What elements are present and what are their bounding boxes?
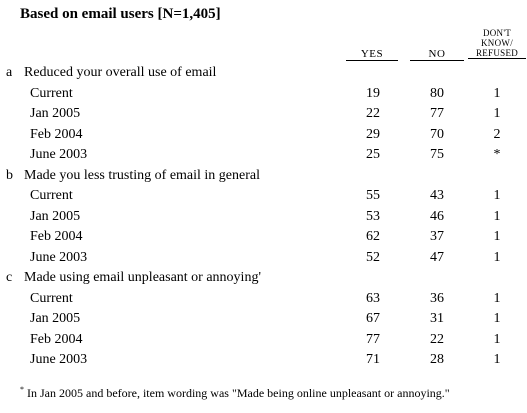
table-row: June 2003 25 75 *	[0, 145, 527, 166]
no-value: 37	[430, 229, 444, 244]
footnote-marker: *	[20, 385, 24, 394]
no-value: 28	[430, 352, 444, 367]
page-title: Based on email users [N=1,405]	[20, 6, 221, 22]
row-label: Current	[30, 85, 73, 101]
table-row: Current 63 36 1	[0, 289, 527, 310]
no-value: 77	[430, 106, 444, 121]
dont-know-value: 1	[493, 352, 501, 367]
no-value: 31	[430, 311, 444, 326]
yes-value: 25	[366, 147, 380, 162]
dont-know-value: 1	[493, 311, 501, 326]
column-header-no: NO	[410, 48, 464, 61]
row-label: Feb 2004	[30, 126, 83, 142]
question-text: Made you less trusting of email in gener…	[24, 167, 260, 183]
dont-know-value: 1	[493, 331, 501, 347]
yes-value: 77	[366, 331, 380, 347]
yes-value: 55	[366, 188, 380, 203]
table-row: Jan 2005 67 31 1	[0, 309, 527, 330]
no-value: 80	[430, 85, 444, 101]
footnote: * In Jan 2005 and before, item wording w…	[20, 385, 450, 401]
table-row: Feb 2004 29 70 2	[0, 125, 527, 146]
column-header-dont-know-line1: DON'T	[482, 28, 512, 38]
dont-know-value: 1	[493, 290, 501, 306]
question-letter: a	[6, 65, 13, 80]
row-label: Jan 2005	[30, 106, 81, 121]
row-label: June 2003	[30, 249, 88, 265]
column-header-dont-know-line2: KNOW/	[481, 38, 513, 48]
no-value: 75	[430, 147, 444, 162]
dont-know-value: 1	[493, 106, 501, 121]
table-row: Feb 2004 62 37 1	[0, 227, 527, 248]
column-header-yes: YES	[346, 48, 398, 61]
no-value: 46	[430, 208, 444, 224]
results-table: a Reduced your overall use of email Curr…	[0, 63, 527, 371]
column-header-dont-know-line3: REFUSED	[468, 48, 526, 59]
row-label: Jan 2005	[30, 311, 81, 326]
row-label: Current	[30, 188, 73, 203]
no-value: 36	[430, 290, 444, 306]
row-label: Current	[30, 290, 73, 306]
question-letter: c	[6, 270, 13, 285]
row-label: Jan 2005	[30, 208, 81, 224]
yes-value: 22	[366, 106, 380, 121]
yes-value: 19	[366, 85, 380, 101]
yes-value: 62	[366, 229, 380, 244]
table-row: Feb 2004 77 22 1	[0, 330, 527, 351]
table-row: Jan 2005 22 77 1	[0, 104, 527, 125]
yes-value: 53	[366, 208, 380, 224]
footnote-text: In Jan 2005 and before, item wording was…	[27, 386, 450, 400]
row-label: June 2003	[30, 147, 88, 162]
question-text: Made using email unpleasant or annoying'	[24, 270, 261, 285]
yes-value: 52	[366, 249, 380, 265]
table-row: Current 55 43 1	[0, 186, 527, 207]
no-value: 70	[430, 126, 444, 142]
table-row: Jan 2005 53 46 1	[0, 207, 527, 228]
yes-value: 63	[366, 290, 380, 306]
dont-know-value: *	[493, 147, 501, 162]
table-row: June 2003 52 47 1	[0, 248, 527, 269]
table-row: June 2003 71 28 1	[0, 350, 527, 371]
no-value: 43	[430, 188, 444, 203]
question-row: a Reduced your overall use of email	[0, 63, 527, 84]
row-label: June 2003	[30, 352, 88, 367]
table-row: Current 19 80 1	[0, 84, 527, 105]
dont-know-value: 1	[493, 208, 501, 224]
yes-value: 67	[366, 311, 380, 326]
question-row: c Made using email unpleasant or annoyin…	[0, 268, 527, 289]
dont-know-value: 2	[493, 126, 501, 142]
dont-know-value: 1	[493, 85, 501, 101]
row-label: Feb 2004	[30, 331, 83, 347]
no-value: 47	[430, 249, 444, 265]
question-letter: b	[6, 167, 13, 183]
dont-know-value: 1	[493, 188, 501, 203]
column-header-dont-know: DON'T KNOW/ REFUSED	[468, 28, 526, 59]
question-row: b Made you less trusting of email in gen…	[0, 166, 527, 187]
dont-know-value: 1	[493, 229, 501, 244]
question-text: Reduced your overall use of email	[24, 65, 217, 80]
yes-value: 71	[366, 352, 380, 367]
row-label: Feb 2004	[30, 229, 83, 244]
yes-value: 29	[366, 126, 380, 142]
no-value: 22	[430, 331, 444, 347]
dont-know-value: 1	[493, 249, 501, 265]
